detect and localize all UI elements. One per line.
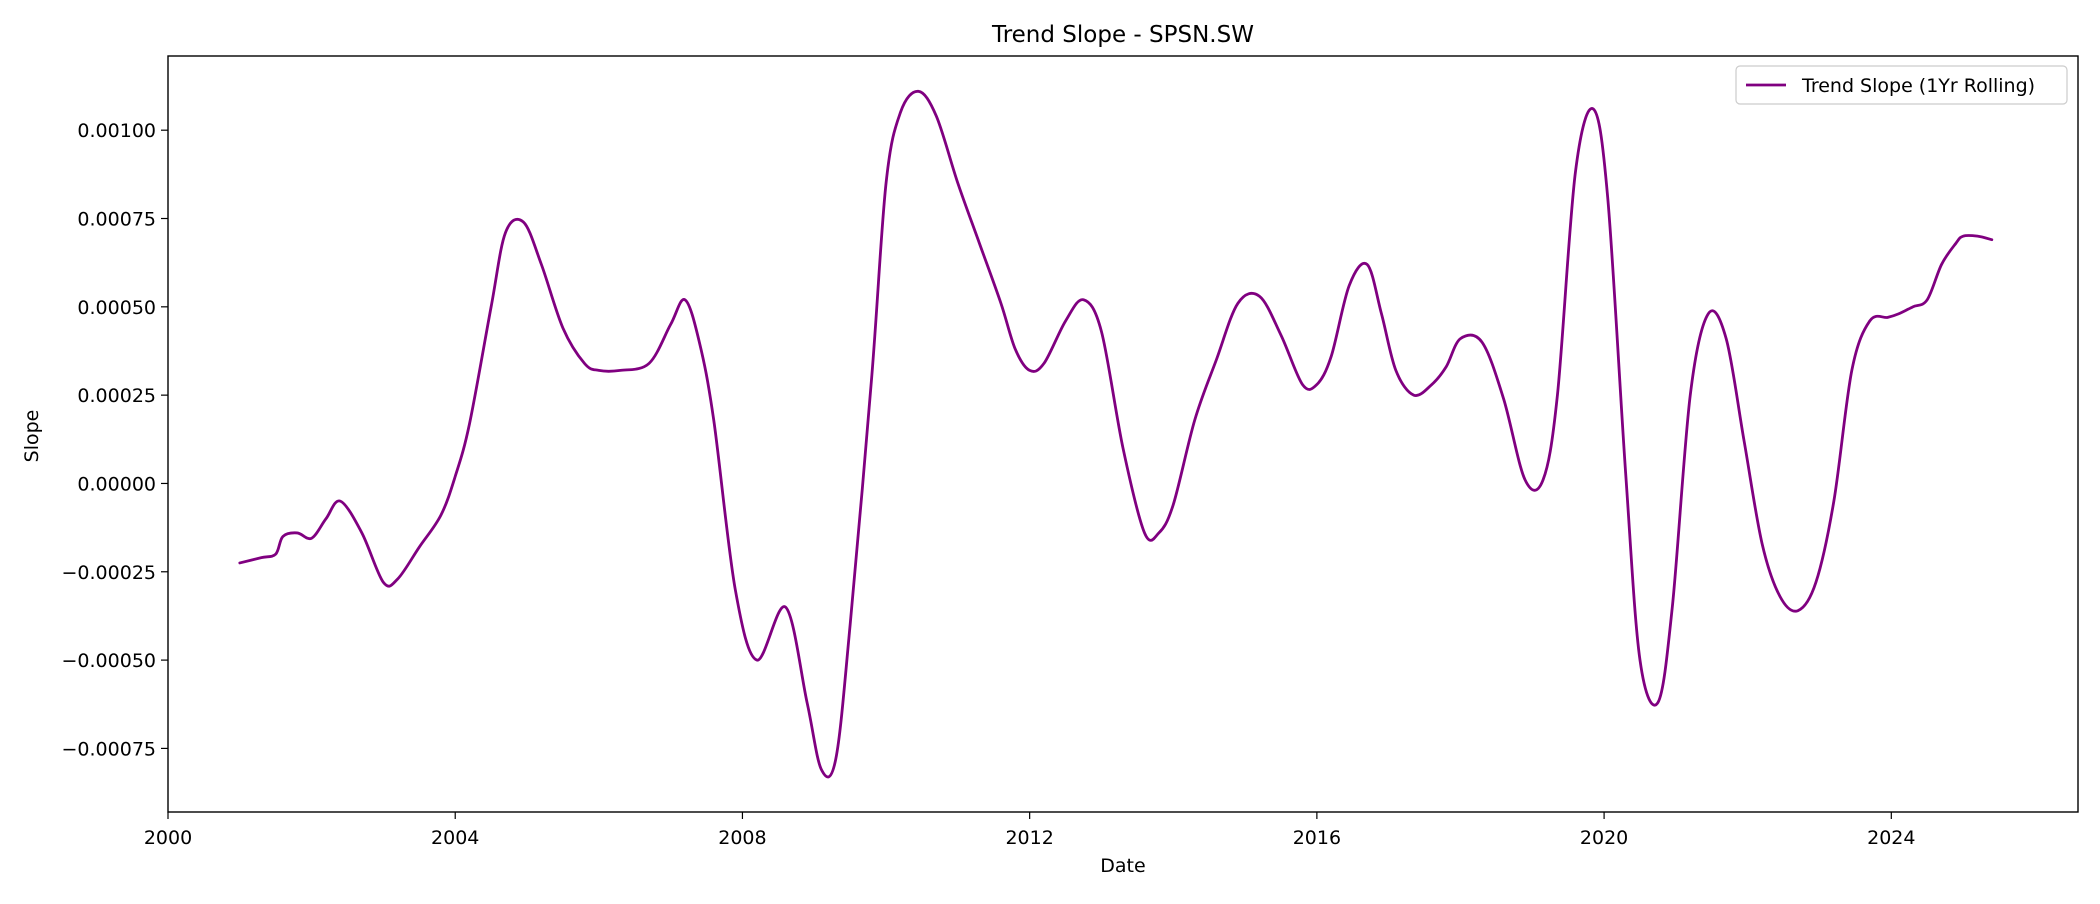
x-tick-label: 2024 (1867, 827, 1915, 849)
x-tick-label: 2012 (1005, 827, 1053, 849)
x-axis-label: Date (1100, 855, 1145, 877)
legend-label: Trend Slope (1Yr Rolling) (1801, 75, 2035, 97)
y-tick-label: 0.00050 (77, 297, 156, 319)
legend: Trend Slope (1Yr Rolling) (1735, 65, 2068, 105)
y-tick-label: 0.00075 (77, 209, 156, 231)
y-tick-label: 0.00100 (77, 120, 156, 142)
x-tick-label: 2016 (1293, 827, 1341, 849)
legend-box (1735, 65, 2068, 105)
series-line-0 (238, 89, 1994, 779)
x-tick-label: 2004 (431, 827, 479, 849)
x-tick-label: 2020 (1580, 827, 1628, 849)
chart-title: Trend Slope - SPSN.SW (991, 22, 1254, 48)
y-tick-label: 0.00025 (77, 385, 156, 407)
x-tick-label: 2000 (144, 827, 192, 849)
y-axis-label: Slope (21, 410, 43, 463)
y-tick-label: −0.00050 (62, 650, 157, 672)
y-tick-label: −0.00075 (62, 738, 157, 760)
y-tick-label: −0.00025 (62, 562, 157, 584)
y-tick-label: 0.00000 (77, 473, 156, 495)
plot-frame (167, 55, 2079, 813)
x-tick-label: 2008 (718, 827, 766, 849)
